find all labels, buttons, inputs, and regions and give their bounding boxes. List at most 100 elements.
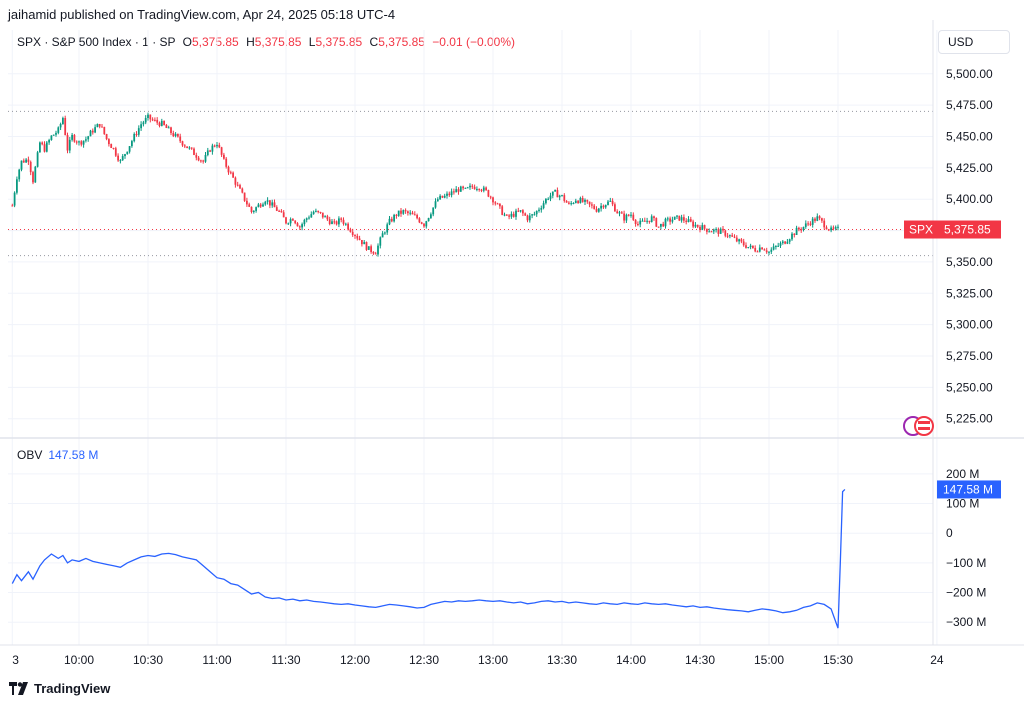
candle-body: [18, 169, 21, 180]
candle-body: [673, 216, 676, 220]
price-ytick-label: 5,450.00: [946, 130, 993, 144]
candle-body: [227, 166, 230, 173]
candle-body: [110, 144, 113, 148]
candle-body: [517, 210, 520, 212]
candle-body: [48, 140, 50, 143]
candle-body: [305, 218, 308, 220]
candle-body: [89, 130, 92, 137]
candle-body: [643, 220, 646, 222]
candle-body: [692, 221, 694, 227]
obv-name[interactable]: OBV: [17, 448, 43, 462]
candle-body: [694, 224, 697, 227]
candle-body: [142, 122, 145, 125]
obv-ytick-label: −100 M: [946, 556, 986, 570]
obv-last-tag-label: 147.58 M: [943, 482, 993, 496]
candle-body: [223, 154, 225, 159]
candle-body: [816, 216, 819, 221]
grid-lines: [8, 30, 938, 645]
obv-line: [11, 488, 846, 629]
candle-body: [266, 200, 269, 202]
time-xtick-label: 10:00: [64, 653, 94, 667]
candle-body: [712, 229, 715, 232]
obv-ytick-label: −200 M: [946, 586, 986, 600]
candle-body: [41, 142, 44, 145]
candle-body: [558, 195, 561, 198]
time-xtick-label: 13:30: [547, 653, 577, 667]
candle-body: [296, 223, 299, 227]
candle-body: [367, 246, 370, 250]
candle-body: [117, 155, 119, 161]
obv-ytick-label: 100 M: [946, 497, 979, 511]
candle-body: [685, 220, 688, 223]
obv-last-tag-bg: [937, 480, 1001, 499]
candle-body: [204, 154, 207, 162]
candle-body: [478, 188, 481, 190]
candle-body: [660, 223, 662, 227]
candle-body: [609, 200, 612, 202]
candle-body: [556, 189, 559, 198]
candle-body: [213, 145, 216, 147]
candle-body: [101, 126, 103, 128]
candle-body: [678, 215, 681, 221]
candle-body: [653, 216, 655, 219]
candle-body: [179, 136, 182, 142]
candle-body: [232, 172, 234, 178]
candle-body: [381, 233, 384, 238]
candle-body: [333, 221, 336, 223]
candle-body: [340, 218, 343, 220]
candle-body: [800, 229, 803, 231]
candle-body: [549, 195, 552, 199]
candle-body: [524, 213, 527, 216]
time-xtick-label: 13:00: [478, 653, 508, 667]
candle-body: [423, 223, 425, 227]
candle-body: [441, 195, 444, 198]
candle-body: [397, 210, 400, 216]
flag-icons[interactable]: [903, 416, 934, 436]
candle-body: [666, 218, 669, 220]
currency-selector[interactable]: USD: [938, 30, 1010, 54]
candle-body: [374, 253, 377, 255]
last-price-tag-label: 5,375.85: [944, 223, 991, 237]
candle-body: [779, 243, 782, 246]
candle-body: [588, 201, 591, 205]
candle-body: [519, 210, 522, 212]
candle-body: [402, 210, 405, 214]
candle-body: [436, 199, 439, 202]
candle-body: [632, 214, 635, 220]
candle-body: [418, 218, 421, 223]
candle-body: [282, 212, 285, 218]
open-label: O: [182, 35, 192, 49]
candle-body: [754, 247, 757, 252]
brand-logo[interactable]: TradingView: [9, 681, 110, 696]
us-flag-icon[interactable]: [914, 416, 934, 436]
candle-body: [124, 154, 126, 157]
candle-body: [59, 124, 62, 128]
candle-body: [144, 117, 147, 123]
candle-body: [593, 205, 596, 209]
candle-body: [763, 249, 766, 251]
candle-body: [533, 214, 536, 216]
candle-body: [43, 144, 46, 152]
candle-body: [648, 220, 651, 222]
candle-body: [719, 228, 722, 234]
candle-body: [827, 229, 830, 231]
candle-body: [505, 214, 508, 216]
obv-legend: OBV 147.58 M: [17, 448, 98, 462]
candle-body: [11, 205, 14, 207]
candle-body: [542, 203, 545, 209]
candle-body: [186, 146, 188, 149]
candle-body: [655, 218, 658, 227]
candle-body: [814, 218, 816, 221]
candle-body: [16, 179, 18, 193]
candle-body: [430, 214, 432, 218]
obv-ytick-label: 0: [946, 526, 953, 540]
candle-body: [158, 122, 161, 126]
candle-body: [420, 222, 423, 224]
candle-body: [664, 218, 667, 227]
high-label: H: [246, 35, 255, 49]
candle-body: [377, 245, 379, 255]
publisher-line: jaihamid published on TradingView.com, A…: [8, 7, 396, 22]
symbol-info[interactable]: SPX · S&P 500 Index · 1 · SP: [17, 35, 176, 49]
candle-body: [271, 202, 274, 206]
